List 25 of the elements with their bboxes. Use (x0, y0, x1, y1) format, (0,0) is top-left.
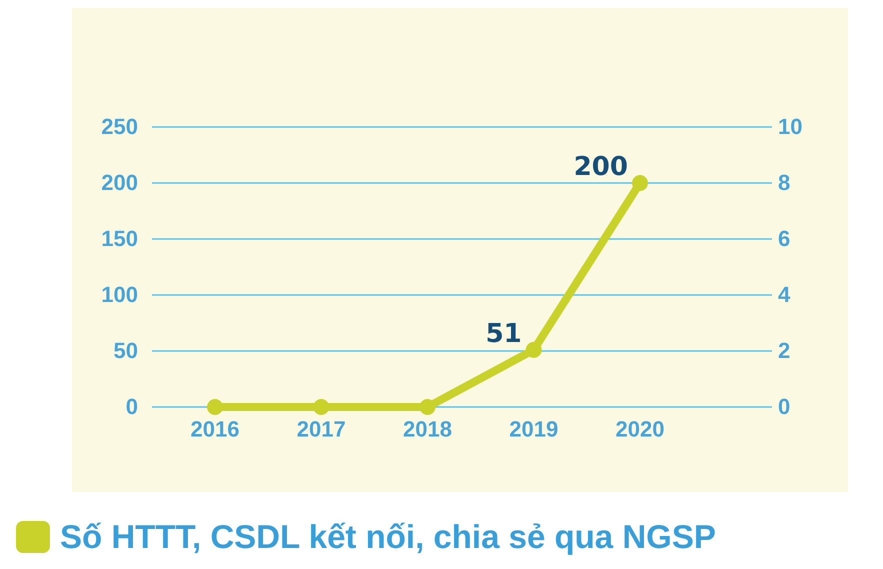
point (207, 399, 223, 415)
y-tick-label: 200 (101, 170, 138, 196)
point (526, 342, 542, 358)
x-tick-label: 2018 (403, 416, 452, 442)
legend-label: Số HTTT, CSDL kết nối, chia sẻ qua NGSP (60, 518, 716, 555)
y2-tick-label: 10 (778, 114, 802, 140)
y2-tick-label: 6 (778, 226, 790, 252)
point (632, 175, 648, 191)
y2-tick-label: 2 (778, 338, 790, 364)
y2-tick-label: 8 (778, 170, 790, 196)
y-tick-label: 100 (101, 282, 138, 308)
y2-tick-label: 4 (778, 282, 791, 308)
x-tick-label: 2017 (296, 416, 346, 442)
x-tick-label: 2019 (509, 416, 558, 442)
y-tick-label: 50 (114, 338, 138, 364)
y2-tick-label: 0 (778, 394, 790, 420)
y-tick-label: 0 (126, 394, 138, 420)
point (420, 399, 436, 415)
data-label: 51 (486, 318, 522, 349)
point (313, 399, 330, 415)
x-tick-label: 2016 (190, 416, 240, 442)
x-tick-label: 2020 (616, 416, 664, 442)
y-tick-label: 150 (101, 226, 138, 252)
y-tick-label: 250 (101, 114, 138, 140)
data-label: 200 (574, 152, 628, 182)
